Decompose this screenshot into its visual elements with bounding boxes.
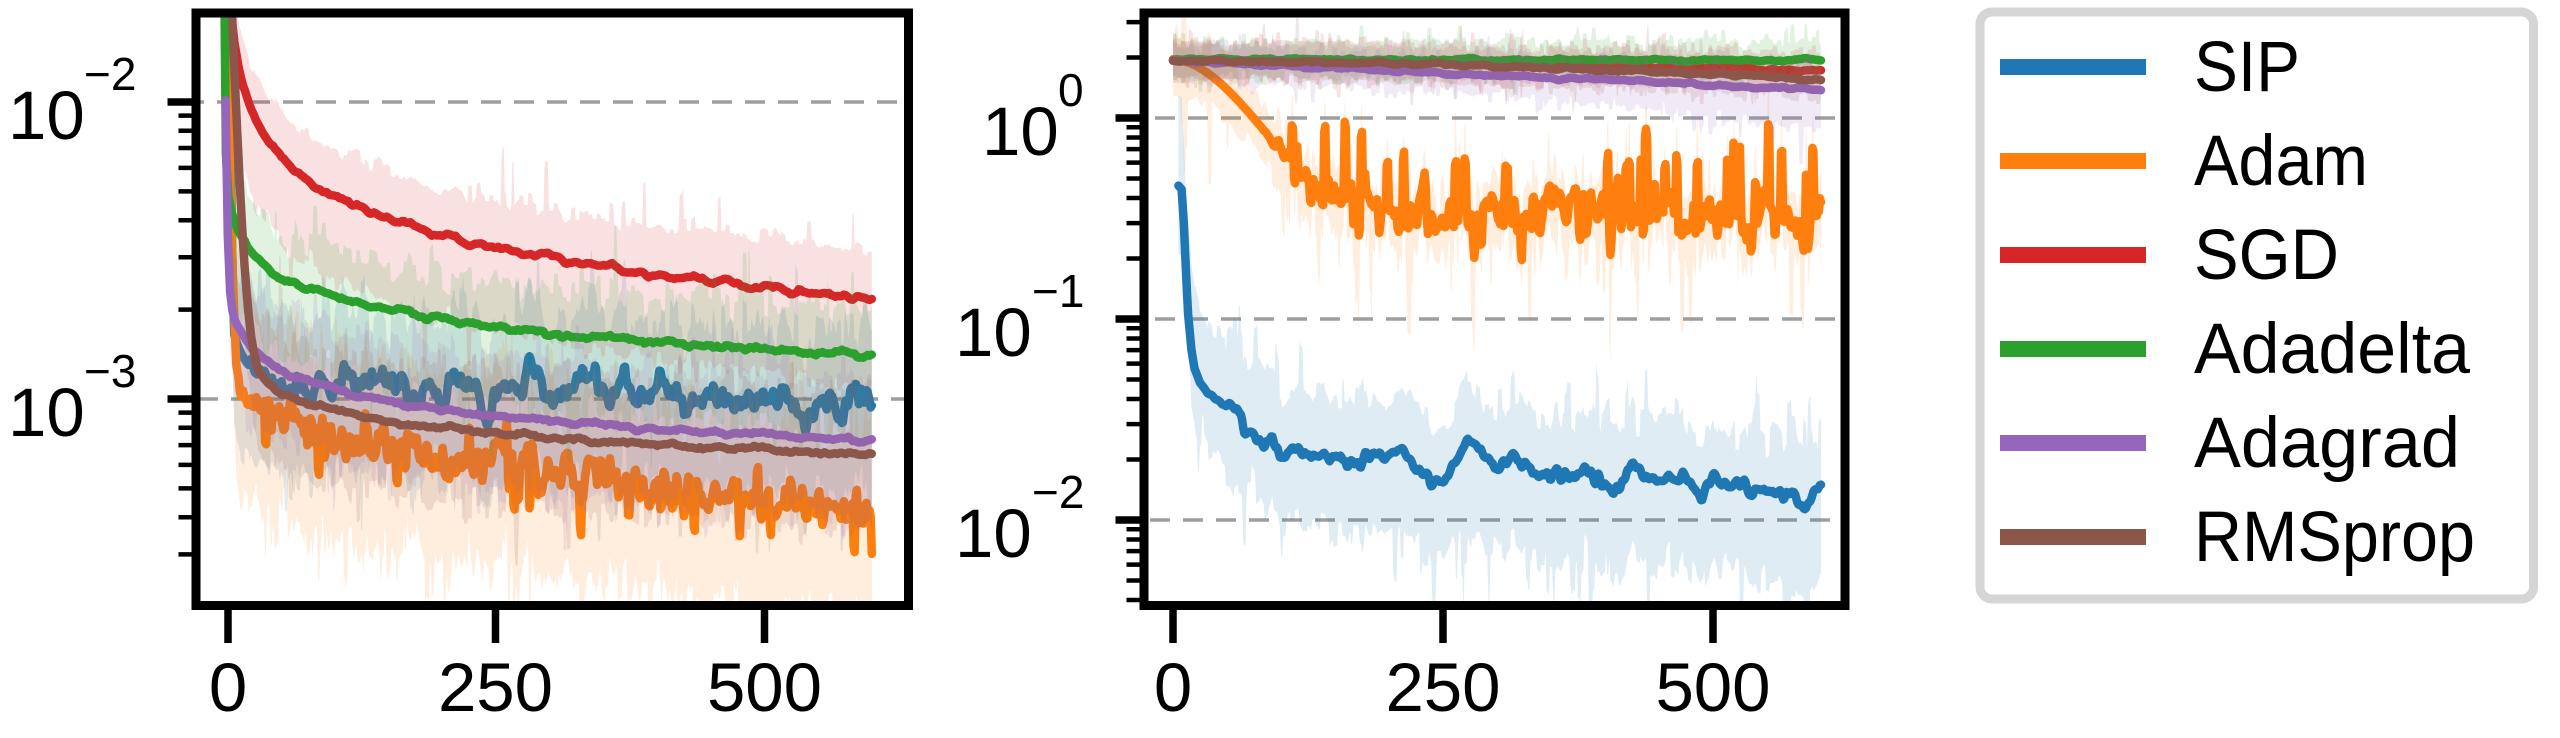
svg-text:Adagrad: Adagrad [2194, 404, 2460, 483]
svg-text:10: 10 [8, 374, 85, 451]
svg-text:10: 10 [955, 495, 1032, 572]
svg-text:250: 250 [1385, 649, 1500, 726]
svg-text:Adam: Adam [2194, 122, 2368, 201]
svg-text:0: 0 [209, 649, 247, 726]
svg-text:−2: −2 [1032, 466, 1084, 518]
svg-text:10: 10 [982, 93, 1059, 170]
svg-text:−3: −3 [84, 345, 136, 397]
svg-text:500: 500 [707, 649, 822, 726]
svg-text:SIP: SIP [2194, 28, 2300, 107]
svg-text:10: 10 [8, 77, 85, 154]
svg-text:−2: −2 [84, 48, 136, 100]
svg-text:RMSprop: RMSprop [2194, 498, 2475, 577]
svg-text:Adadelta: Adadelta [2194, 310, 2470, 389]
svg-text:10: 10 [955, 294, 1032, 371]
svg-text:SGD: SGD [2194, 216, 2339, 295]
svg-text:500: 500 [1655, 649, 1770, 726]
svg-text:−1: −1 [1032, 265, 1084, 317]
svg-text:0: 0 [1058, 64, 1084, 116]
svg-text:0: 0 [1154, 649, 1192, 726]
svg-text:250: 250 [438, 649, 553, 726]
